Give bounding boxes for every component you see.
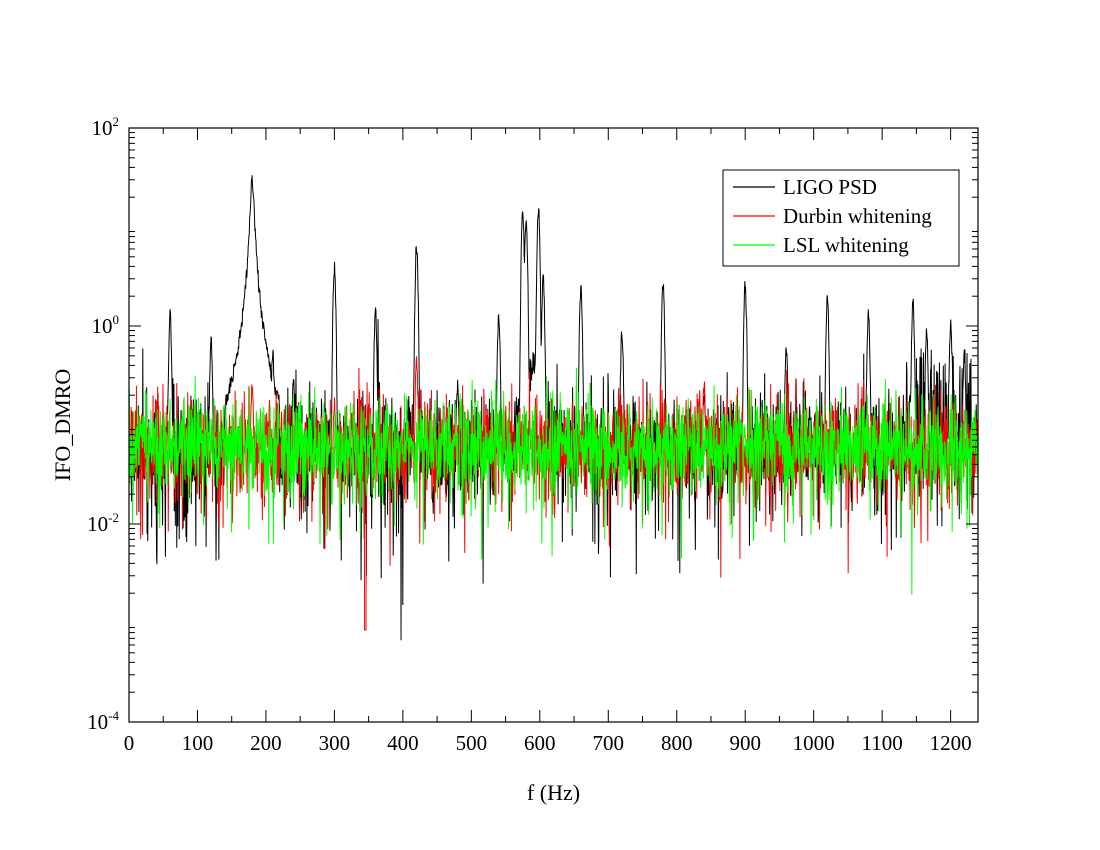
legend: LIGO PSD Durbin whitening LSL whitening — [722, 169, 960, 267]
series-layer — [128, 175, 979, 641]
x-tick-label: 600 — [524, 731, 556, 755]
x-tick-label: 700 — [593, 731, 625, 755]
legend-box — [722, 169, 960, 267]
x-tick-label: 1200 — [930, 731, 972, 755]
x-tick-label: 200 — [250, 731, 282, 755]
x-tick-label: 400 — [387, 731, 419, 755]
x-tick-label: 1100 — [862, 731, 903, 755]
plot-frame — [128, 127, 979, 723]
x-tick-label: 0 — [124, 731, 135, 755]
y-axis-title: IFO_DMRO — [50, 369, 75, 481]
y-tick-label: 10-2 — [87, 510, 119, 536]
y-tick-label: 10-4 — [87, 708, 119, 734]
x-tick-label: 300 — [319, 731, 351, 755]
y-tick-label: 102 — [92, 114, 120, 140]
legend-label: LIGO PSD — [783, 175, 877, 199]
ticks-layer — [128, 127, 978, 723]
y-tick-label: 100 — [92, 312, 120, 338]
x-tick-label: 1000 — [793, 731, 835, 755]
x-tick-label: 800 — [661, 731, 693, 755]
x-tick-label: 900 — [729, 731, 761, 755]
x-tick-label: 100 — [182, 731, 214, 755]
labels-layer: 0 100 200 300 400 500 600 700 800 900 1000 1100 1200… — [87, 114, 971, 755]
legend-label: Durbin whitening — [783, 204, 932, 228]
x-tick-label: 500 — [456, 731, 488, 755]
x-axis-title: f (Hz) — [527, 780, 580, 805]
series-line-lsl-whitening — [128, 367, 979, 595]
legend-label: LSL whitening — [783, 233, 909, 257]
